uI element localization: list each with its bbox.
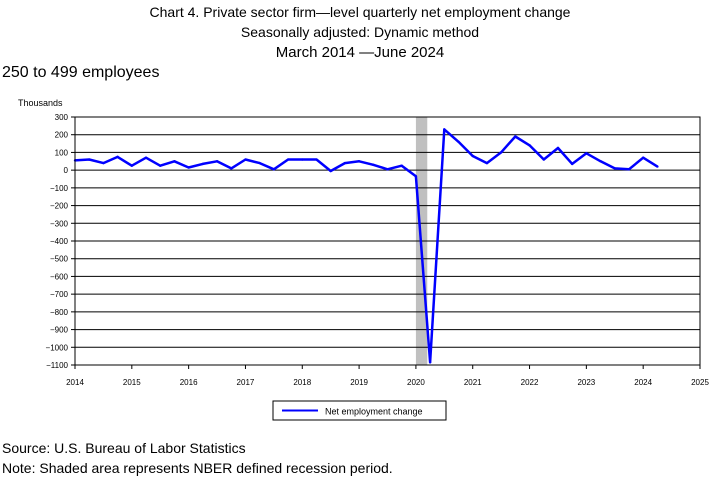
x-tick-label: 2019 [350,378,368,387]
y-tick-label: 100 [55,148,69,157]
data-point [102,161,105,165]
data-point [570,162,574,166]
x-tick-label: 2017 [237,378,255,387]
y-tick-label: −500 [50,255,69,264]
source-note: Source: U.S. Bureau of Labor Statistics [2,440,246,456]
chart-subtitle-method: Seasonally adjusted: Dynamic method [240,24,480,40]
data-point [244,158,247,161]
data-point [372,163,375,167]
y-tick-label: −900 [50,326,69,335]
data-point [471,154,474,158]
y-tick-label: −100 [50,184,69,193]
data-point [88,158,91,161]
series-line-net-employment-change [74,128,659,364]
data-point [641,156,645,159]
data-point [514,135,517,138]
x-axis-ticks: 2014 2015 2016 2017 2018 2019 2020 2021 2022 2023… [66,365,709,387]
data-point [613,167,616,170]
data-point [230,167,233,170]
data-point [258,161,261,165]
legend: Net employment change [272,400,447,421]
data-point [627,168,631,171]
y-tick-label: −1100 [46,361,68,370]
chart-title: Chart 4. Private sector firm—level quart… [149,4,571,20]
y-tick-label: 300 [55,113,69,122]
x-tick-label: 2015 [123,378,141,387]
y-tick-label: −200 [50,202,69,211]
data-point [173,160,176,163]
x-tick-label: 2021 [464,378,482,387]
data-point [457,140,460,143]
data-point [130,164,134,167]
legend-box [272,400,447,421]
y-tick-label: −600 [50,272,69,281]
data-point [499,151,503,154]
recession-note: Note: Shaded area represents NBER define… [2,460,393,476]
x-tick-label: 2014 [66,378,84,387]
x-tick-label: 2018 [293,378,311,387]
data-point [386,168,389,171]
data-point [656,165,659,168]
legend-label-net-employment-change: Net employment change [325,407,423,417]
y-axis-units-label: Thousands [18,98,63,108]
x-tick-label: 2023 [577,378,595,387]
y-tick-label: −1000 [46,343,69,352]
y-tick-label: −800 [50,308,69,317]
x-tick-label: 2022 [521,378,539,387]
x-tick-label: 2024 [634,378,652,387]
data-point [556,146,560,150]
data-point [343,161,347,165]
data-point [187,166,190,169]
series-layer [73,128,659,364]
y-tick-label: −700 [50,290,69,299]
data-point [414,175,418,178]
y-tick-label: −300 [50,219,69,228]
data-point [116,155,119,159]
data-point [585,152,588,155]
data-point [301,158,304,161]
data-point [542,158,545,161]
x-tick-label: 2016 [180,378,198,387]
y-tick-label: −400 [50,237,69,246]
x-tick-label: 2025 [691,378,709,387]
data-point [215,160,219,163]
data-point [201,162,205,166]
data-point [400,164,403,167]
data-point [329,169,332,173]
chart-size-class: 250 to 499 employees [2,64,160,81]
data-point [357,160,361,163]
data-point [485,161,489,165]
data-point [443,128,446,131]
gridlines [75,116,700,366]
data-point [599,160,602,163]
data-point [528,144,531,147]
data-point [428,361,432,364]
x-tick-label: 2020 [407,378,425,387]
data-point [159,164,162,167]
y-tick-label: 0 [64,166,69,175]
y-tick-label: 200 [55,131,69,140]
y-axis-ticks: 300 200 100 0 −100 −200 −300 −400 −500 −600 −700 −8… [46,113,75,370]
data-point [272,168,276,171]
data-point [286,158,290,161]
chart-date-range: March 2014 —June 2024 [275,44,445,61]
data-point [144,156,148,159]
data-point [315,158,318,161]
